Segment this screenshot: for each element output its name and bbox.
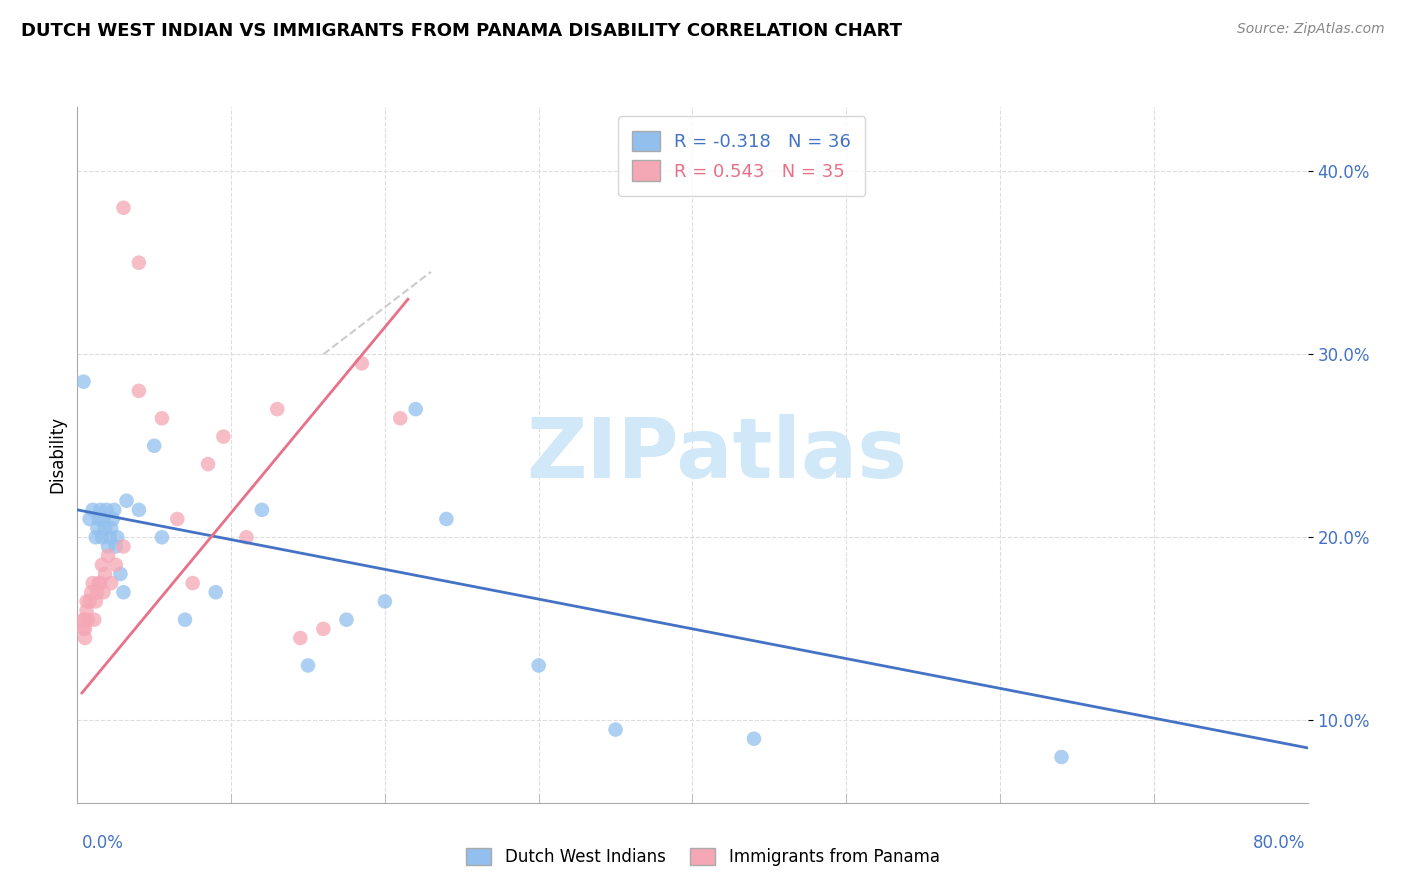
- Point: [112, 585, 135, 599]
- Point: [72, 613, 94, 627]
- Point: [290, 631, 312, 645]
- Point: [76, 594, 98, 608]
- Point: [128, 255, 150, 269]
- Point: [79, 512, 101, 526]
- Point: [96, 503, 118, 517]
- Point: [80, 585, 103, 599]
- Point: [72, 375, 94, 389]
- Point: [212, 429, 235, 443]
- Point: [87, 576, 110, 591]
- Point: [104, 540, 127, 554]
- Point: [143, 439, 166, 453]
- Point: [112, 540, 135, 554]
- Point: [110, 566, 132, 581]
- Point: [742, 731, 765, 746]
- Point: [97, 540, 120, 554]
- Point: [104, 558, 127, 572]
- Point: [103, 503, 125, 517]
- Point: [86, 585, 108, 599]
- Text: 80.0%: 80.0%: [1253, 834, 1305, 852]
- Point: [73, 613, 96, 627]
- Point: [112, 201, 135, 215]
- Point: [1050, 750, 1073, 764]
- Point: [90, 530, 114, 544]
- Point: [93, 512, 115, 526]
- Point: [389, 411, 412, 425]
- Point: [94, 521, 117, 535]
- Point: [105, 530, 128, 544]
- Point: [94, 566, 117, 581]
- Point: [79, 594, 101, 608]
- Legend: Dutch West Indians, Immigrants from Panama: Dutch West Indians, Immigrants from Pana…: [460, 841, 946, 873]
- Point: [128, 384, 150, 398]
- Point: [98, 530, 121, 544]
- Point: [436, 512, 458, 526]
- Point: [100, 521, 122, 535]
- Point: [197, 457, 219, 471]
- Point: [73, 622, 96, 636]
- Point: [128, 503, 150, 517]
- Point: [93, 585, 115, 599]
- Point: [166, 512, 188, 526]
- Point: [266, 402, 288, 417]
- Point: [84, 530, 107, 544]
- Point: [72, 622, 94, 636]
- Point: [90, 558, 114, 572]
- Point: [312, 622, 335, 636]
- Point: [150, 530, 173, 544]
- Point: [101, 512, 124, 526]
- Point: [150, 411, 173, 425]
- Point: [97, 549, 120, 563]
- Point: [181, 576, 204, 591]
- Point: [527, 658, 550, 673]
- Point: [605, 723, 627, 737]
- Text: ZIPatlas: ZIPatlas: [527, 415, 907, 495]
- Y-axis label: Disability: Disability: [48, 417, 66, 493]
- Point: [82, 503, 104, 517]
- Point: [297, 658, 319, 673]
- Point: [76, 603, 98, 617]
- Point: [87, 512, 110, 526]
- Point: [89, 576, 111, 591]
- Point: [73, 631, 96, 645]
- Point: [86, 521, 108, 535]
- Point: [235, 530, 257, 544]
- Point: [100, 576, 122, 591]
- Point: [83, 613, 105, 627]
- Point: [84, 594, 107, 608]
- Point: [77, 613, 100, 627]
- Text: 0.0%: 0.0%: [82, 834, 124, 852]
- Point: [115, 493, 138, 508]
- Point: [89, 503, 111, 517]
- Point: [174, 613, 197, 627]
- Legend: R = -0.318   N = 36, R = 0.543   N = 35: R = -0.318 N = 36, R = 0.543 N = 35: [619, 116, 865, 195]
- Point: [374, 594, 396, 608]
- Point: [405, 402, 427, 417]
- Point: [82, 576, 104, 591]
- Point: [350, 356, 373, 370]
- Text: DUTCH WEST INDIAN VS IMMIGRANTS FROM PANAMA DISABILITY CORRELATION CHART: DUTCH WEST INDIAN VS IMMIGRANTS FROM PAN…: [21, 22, 903, 40]
- Text: Source: ZipAtlas.com: Source: ZipAtlas.com: [1237, 22, 1385, 37]
- Point: [335, 613, 357, 627]
- Point: [204, 585, 226, 599]
- Point: [250, 503, 273, 517]
